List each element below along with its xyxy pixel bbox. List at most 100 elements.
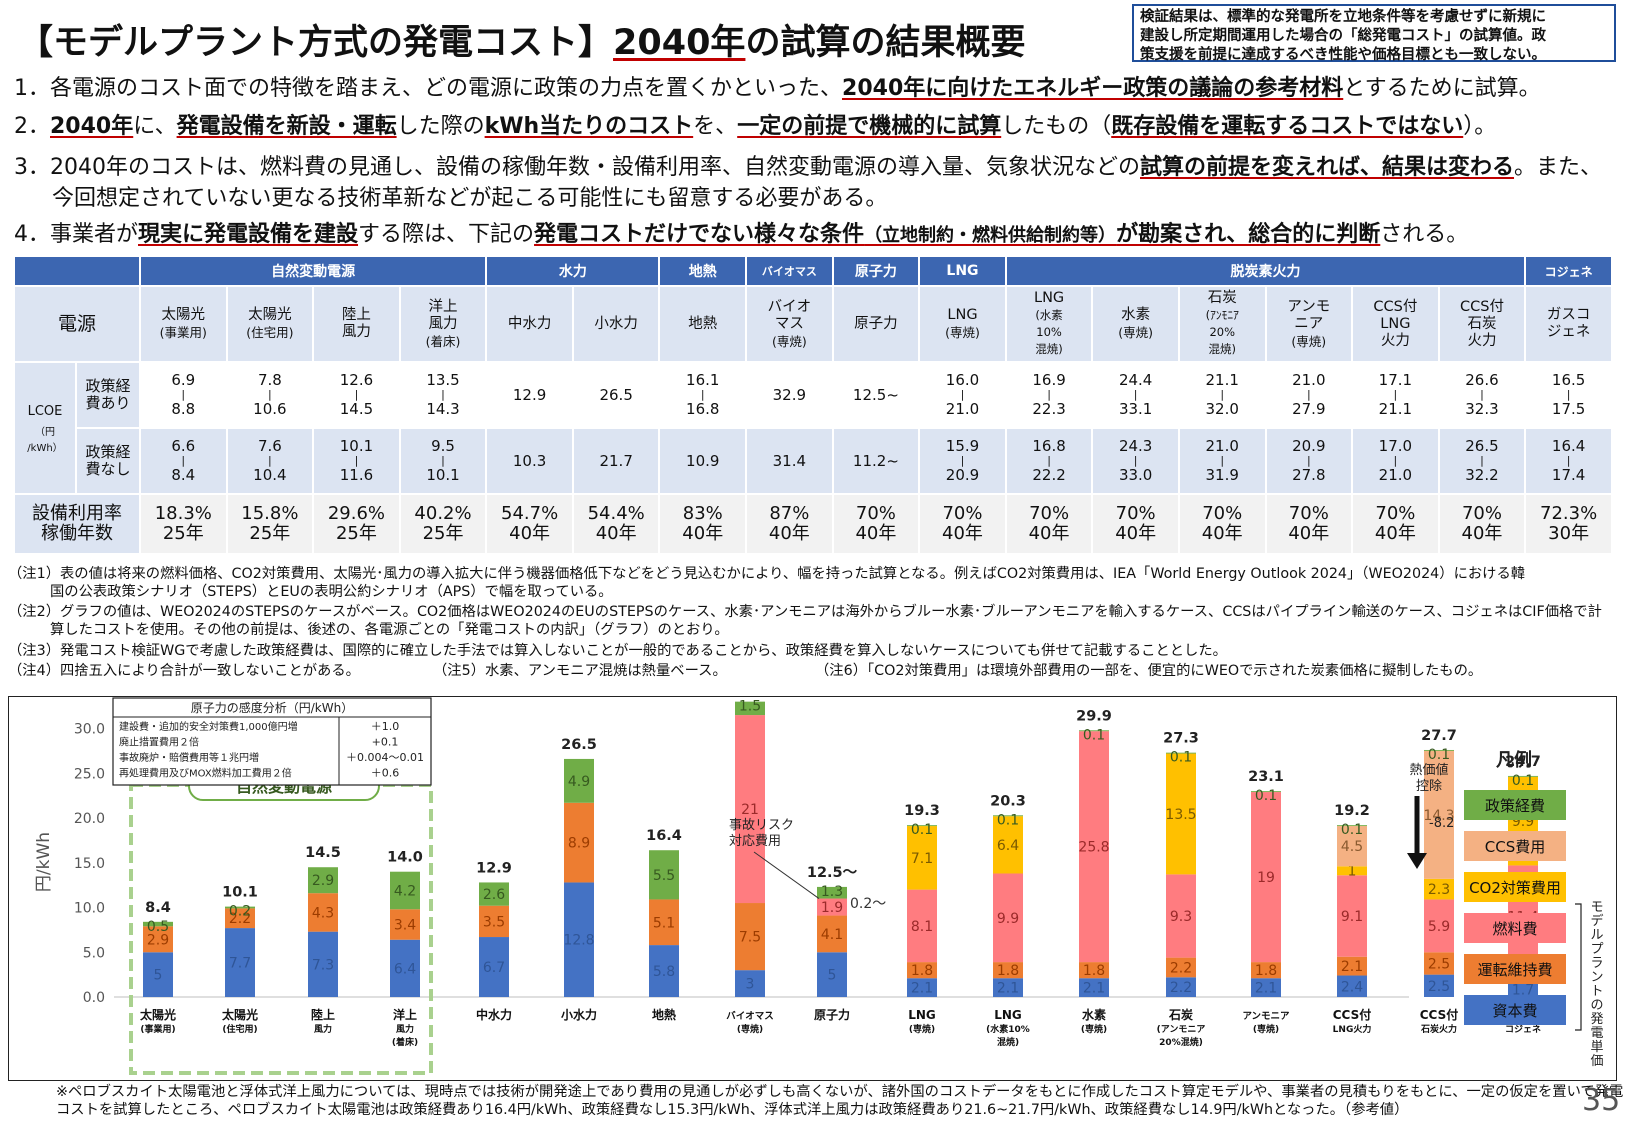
bar-total-label: 24.7 (1505, 754, 1541, 770)
bar-segment (907, 978, 937, 997)
group-cogen: コジェネ (1526, 257, 1611, 285)
lcoe-policy-on: 16.5 | 17.5 (1526, 363, 1611, 427)
footnote-1b: 国の公表政策シナリオ（STEPS）とEUの表明公約シナリオ（APS）で幅を取って… (50, 584, 613, 600)
bar-segment (564, 882, 594, 997)
utilization-cell: 40.2% 25年 (400, 495, 486, 553)
bar-segment (1337, 875, 1367, 957)
utilization-rate: 87% (769, 503, 810, 524)
category-label: 陸上 (311, 1007, 335, 1022)
lcoe-value: 10.6 (253, 400, 287, 418)
segment-value-label: 2.1 (1255, 981, 1277, 997)
bar-segment (735, 903, 765, 971)
utilization-cell: 54.4% 40年 (573, 495, 659, 553)
segment-value-label: 7.1 (911, 851, 933, 867)
disclaimer-line: 策支援を前提に達成するべき性能や価格目標とも一致しない。 (1140, 47, 1546, 63)
bar-segment (1337, 825, 1367, 827)
source-name-line: 20% (1209, 325, 1235, 339)
source-name-line: 火力 (1467, 332, 1497, 349)
range-dash: | (1480, 454, 1484, 467)
category-label: 中水力 (476, 1007, 512, 1022)
legend-title: 凡例 (1496, 749, 1532, 771)
lcoe-policy-on: 16.9 | 22.3 (1006, 363, 1092, 427)
lcoe-value: 26.6 (1465, 371, 1499, 389)
range-dash: | (1047, 454, 1051, 467)
category-label: 風力 (396, 1023, 414, 1035)
segment-value-label: 2.4 (1341, 979, 1363, 995)
group-decarb-thermal: 脱炭素火力 (1006, 257, 1525, 285)
segment-value-label: 0.1 (1170, 750, 1192, 766)
source-name-line: (専焼) (771, 333, 807, 349)
source-name-line: (専焼) (1291, 333, 1327, 349)
segment-value-label: 5 (154, 968, 163, 984)
footnote-6: （注6）「CO2対策費用」は環境外部費用の一部を、便宜的にWEOで示された炭素価… (815, 663, 1483, 679)
source-header: CCS付 LNG 火力 (1353, 287, 1438, 361)
policy-off-label: 政策経 費なし (77, 429, 139, 493)
source-name-line: 火力 (1380, 332, 1410, 349)
lcoe-value: 8.8 (171, 400, 196, 418)
source-name-line: (事業用) (159, 325, 207, 340)
utilization-rate: 83% (682, 503, 723, 524)
bar-total-label: 27.3 (1163, 731, 1199, 747)
lcoe-policy-on: 12.6 | 14.5 (314, 363, 399, 427)
source-header-row: 電源 太陽光 (事業用) 太陽光 (住宅用) 陸上 風力 洋上 風力 (着床) 中水力 小水力 地熱バ… (15, 287, 1611, 361)
bar-total-label: 27.7 (1421, 728, 1457, 744)
bar-segment (143, 926, 173, 953)
category-label: (専焼) (737, 1023, 763, 1035)
bar-segment (479, 882, 509, 906)
utilization-cell: 18.3% 25年 (141, 495, 226, 553)
lcoe-value: 21.0 (1292, 371, 1326, 389)
source-name-line: ニア (1294, 315, 1324, 332)
group-header-blank (15, 257, 139, 285)
lcoe-value: 10.4 (253, 466, 287, 484)
source-name-line: 太陽光 (161, 307, 206, 323)
range-dash: | (1306, 454, 1311, 467)
source-name-line: 中水力 (507, 315, 552, 332)
utilization-cell: 87% 40年 (747, 495, 832, 553)
bar-segment (1337, 956, 1367, 976)
lcoe-policy-off: 9.5 | 10.1 (400, 429, 486, 493)
segment-value-label: 1.8 (997, 963, 1019, 979)
lcoe-value: 6.6 (171, 437, 196, 455)
lcoe-policy-on: 13.5 | 14.3 (400, 363, 486, 427)
group-lng: LNG (920, 257, 1005, 285)
segment-value-label: 0.1 (1512, 773, 1534, 789)
range-dash: | (354, 388, 359, 401)
segment-value-label: 3.5 (483, 914, 505, 930)
bar-segment (308, 931, 338, 997)
footnote-3: （注3）発電コスト検証WGで考慮した政策経費は、国際的に確立した手法では算入しな… (8, 643, 1227, 659)
bar-segment (1508, 981, 1538, 997)
bar-segment (1337, 826, 1367, 867)
legend-bracket-char: デ (1590, 913, 1603, 929)
source-header: バイオ マス (専焼) (747, 287, 832, 361)
lcoe-policy-off: 26.5 | 32.2 (1439, 429, 1525, 493)
utilization-cell: 70% 40年 (1439, 495, 1525, 553)
category-label: 石炭火力 (1420, 1023, 1457, 1035)
lcoe-unit-1: （円 (35, 427, 55, 438)
segment-value-label: 2.9 (147, 932, 169, 948)
bar-total-label: 14.0 (387, 850, 423, 866)
operating-years: 40年 (1374, 523, 1416, 544)
segment-value-label: 14.3 (1423, 808, 1454, 824)
bar-segment (993, 962, 1023, 979)
disclaimer-line: 検証結果は、標準的な発電所を立地条件等を考慮せずに新規に (1140, 9, 1546, 25)
utilization-rate: 70% (1115, 503, 1156, 524)
utilization-cell: 54.7% 40年 (487, 495, 572, 553)
bar-segment (1079, 962, 1109, 979)
lcoe-value: 16.5 (1551, 371, 1586, 389)
range-dash: | (181, 388, 186, 401)
source-name-line: CCS付 (1373, 298, 1418, 315)
segment-value-label: 13.5 (1165, 807, 1196, 823)
lcoe-policy-off: 16.8 | 22.2 (1006, 429, 1092, 493)
bar-segment (1079, 978, 1109, 997)
utilization-cell: 72.3% 30年 (1526, 495, 1611, 553)
bar-segment (225, 908, 255, 929)
y-tick-label: 10.0 (74, 901, 105, 917)
source-name-line: アンモ (1287, 298, 1331, 315)
segment-value-label: 4.9 (568, 774, 590, 790)
category-label: 小水力 (561, 1007, 597, 1022)
lcoe-policy-off: 21.7 (573, 429, 659, 493)
source-header: 地熱 (660, 287, 746, 361)
source-header: 中水力 (487, 287, 572, 361)
bar-segment (993, 815, 1023, 817)
bar-total-label: 26.5 (561, 737, 597, 753)
